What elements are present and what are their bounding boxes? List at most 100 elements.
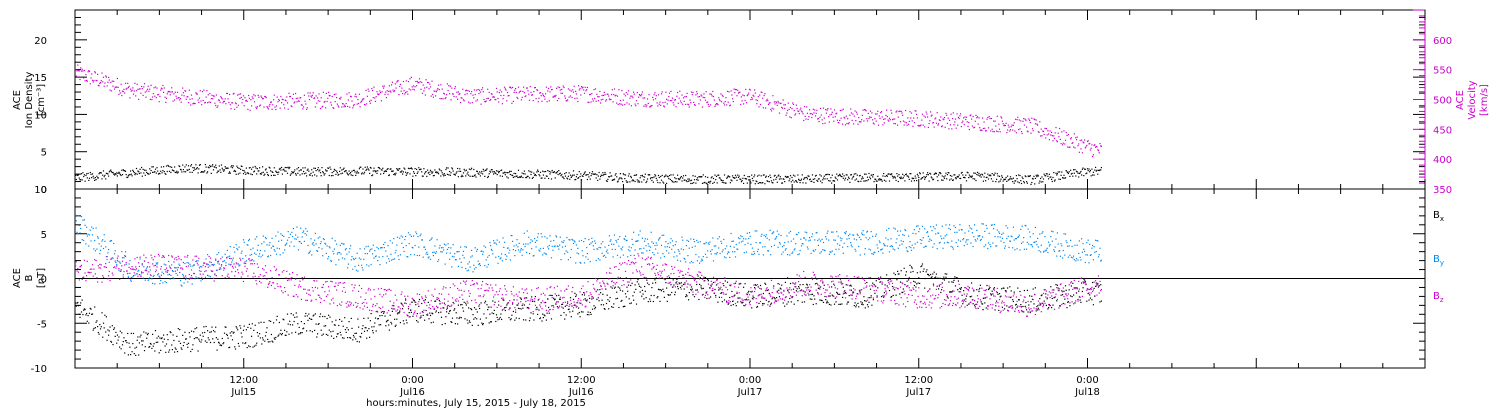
- velocity-series-point: [187, 96, 188, 97]
- b-series-bx-point: [409, 312, 410, 313]
- b-series-bx-point: [681, 285, 682, 286]
- density-series-point: [570, 175, 571, 176]
- density-series-point: [468, 175, 469, 176]
- velocity-series-point: [601, 99, 602, 100]
- density-series-point: [340, 173, 341, 174]
- b-series-bx-point: [231, 331, 232, 332]
- density-series-point: [732, 175, 733, 176]
- velocity-series-point: [209, 101, 210, 102]
- b-series-bx-point: [127, 333, 128, 334]
- velocity-series-point: [440, 84, 441, 85]
- b-series-by-point: [531, 248, 532, 249]
- b-series-bx-point: [126, 340, 127, 341]
- density-series-point: [762, 182, 763, 183]
- b-series-bx-point: [152, 334, 153, 335]
- velocity-series-point: [765, 107, 766, 108]
- b-series-bx-point: [206, 326, 207, 327]
- density-series-point: [689, 179, 690, 180]
- velocity-series-point: [338, 105, 339, 106]
- density-series-point: [192, 167, 193, 168]
- velocity-series-point: [227, 93, 228, 94]
- b-series-bx-point: [781, 285, 782, 286]
- b-series-bx-point: [993, 288, 994, 289]
- velocity-series-point: [626, 102, 627, 103]
- b-series-by-point: [311, 254, 312, 255]
- velocity-series-point: [454, 88, 455, 89]
- velocity-series-point: [736, 89, 737, 90]
- b-series-by-point: [427, 254, 428, 255]
- b-series-bx-point: [1058, 288, 1059, 289]
- velocity-series-point: [1082, 152, 1083, 153]
- density-series-point: [368, 170, 369, 171]
- velocity-series-point: [975, 121, 976, 122]
- density-series-point: [216, 167, 217, 168]
- velocity-series-point: [1054, 138, 1055, 139]
- density-series-point: [219, 165, 220, 166]
- velocity-series-point: [978, 124, 979, 125]
- density-series-point: [1031, 182, 1032, 183]
- velocity-series-point: [253, 94, 254, 95]
- velocity-series-point: [606, 99, 607, 100]
- velocity-series-point: [1075, 137, 1076, 138]
- density-series-point: [975, 180, 976, 181]
- b-series-bx-point: [937, 278, 938, 279]
- b-series-by-point: [225, 254, 226, 255]
- velocity-series-point: [836, 113, 837, 114]
- density-series-point: [835, 177, 836, 178]
- density-series-point: [624, 174, 625, 175]
- b-series-by-point: [234, 252, 235, 253]
- density-series-point: [409, 168, 410, 169]
- b-series-bx-point: [678, 288, 679, 289]
- density-series-point: [783, 179, 784, 180]
- b-series-bx-point: [537, 314, 538, 315]
- b-series-bx-point: [883, 297, 884, 298]
- velocity-series-point: [389, 85, 390, 86]
- b-series-bx-point: [294, 317, 295, 318]
- b-series-bx-point: [888, 280, 889, 281]
- velocity-series-point: [212, 98, 213, 99]
- b-series-bx-point: [655, 282, 656, 283]
- velocity-series-point: [734, 92, 735, 93]
- density-series-point: [676, 181, 677, 182]
- b-series-bx-point: [584, 294, 585, 295]
- b-series-by-point: [343, 243, 344, 244]
- density-series-point: [969, 175, 970, 176]
- b-series-by-point: [516, 239, 517, 240]
- density-series-point: [140, 172, 141, 173]
- b-series-bx-point: [470, 322, 471, 323]
- density-series-point: [273, 175, 274, 176]
- b-series-by-point: [189, 264, 190, 265]
- density-series-point: [793, 175, 794, 176]
- velocity-series-point: [766, 100, 767, 101]
- density-series-point: [610, 172, 611, 173]
- density-series-point: [373, 168, 374, 169]
- b-series-by-point: [223, 270, 224, 271]
- velocity-series-point: [147, 89, 148, 90]
- b-series-bx-point: [1046, 305, 1047, 306]
- velocity-series-point: [1033, 130, 1034, 131]
- b-series-by-point: [521, 248, 522, 249]
- b-series-bx-point: [593, 298, 594, 299]
- density-series-point: [322, 171, 323, 172]
- velocity-series-point: [429, 84, 430, 85]
- velocity-series-point: [391, 84, 392, 85]
- b-series-bx-point: [505, 310, 506, 311]
- velocity-series-point: [876, 121, 877, 122]
- b-series-bx-point: [904, 284, 905, 285]
- velocity-series-point: [893, 123, 894, 124]
- velocity-series-point: [655, 98, 656, 99]
- density-series-point: [629, 173, 630, 174]
- density-series-point: [966, 180, 967, 181]
- density-series-point: [1070, 170, 1071, 171]
- b-series-bx-point: [181, 349, 182, 350]
- velocity-series-point: [996, 131, 997, 132]
- b-series-by-point: [130, 279, 131, 280]
- velocity-series-point: [267, 107, 268, 108]
- b-series-bx-point: [716, 284, 717, 285]
- velocity-series-point: [546, 87, 547, 88]
- velocity-series-point: [867, 120, 868, 121]
- density-series-point: [746, 178, 747, 179]
- velocity-series-point: [927, 116, 928, 117]
- velocity-series-point: [159, 96, 160, 97]
- density-series-point: [923, 176, 924, 177]
